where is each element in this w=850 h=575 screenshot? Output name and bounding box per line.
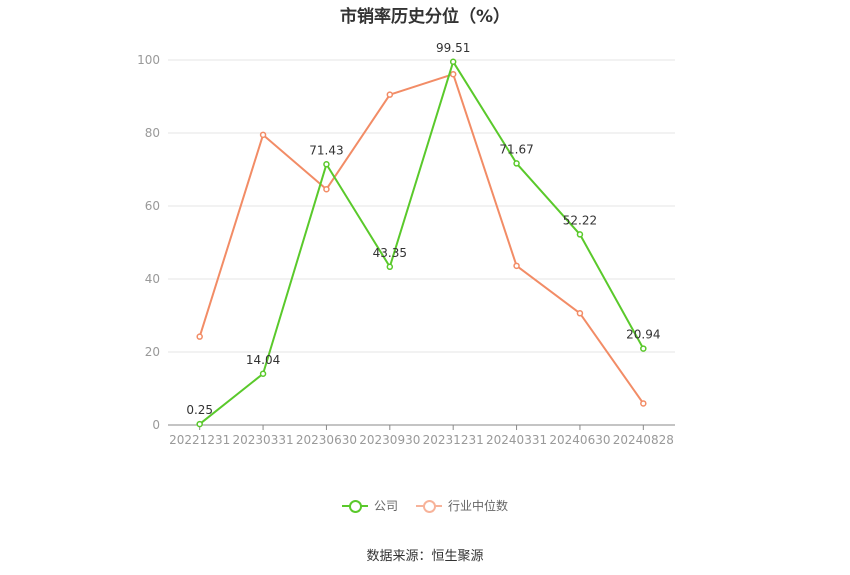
- chart-legend: 公司 行业中位数: [0, 497, 850, 514]
- y-tick-label: 80: [145, 126, 160, 140]
- data-point-series-1: [386, 91, 394, 98]
- y-tick-label: 0: [152, 418, 160, 432]
- y-tick-label: 60: [145, 199, 160, 213]
- data-label: 20.94: [626, 328, 660, 342]
- x-tick-label: 20230930: [359, 433, 420, 447]
- data-point-series-1: [449, 70, 457, 78]
- data-label: 71.67: [499, 142, 533, 156]
- data-point-series-0: [576, 231, 584, 238]
- data-point-series-1: [323, 185, 330, 193]
- data-point-series-1: [576, 310, 584, 317]
- legend-marker-industry-icon: [416, 499, 442, 513]
- data-label: 43.35: [373, 246, 407, 260]
- data-point-series-0: [259, 370, 267, 378]
- series-line-0: [199, 60, 645, 425]
- data-point-series-0: [323, 161, 330, 168]
- x-tick-label: 20240630: [549, 433, 610, 447]
- data-point-series-0: [640, 345, 647, 352]
- data-point-series-1: [640, 400, 647, 407]
- x-tick-label: 20221231: [169, 433, 230, 447]
- legend-marker-company-icon: [341, 499, 368, 513]
- x-tick-label: 20240331: [486, 433, 547, 447]
- chart-title: 市销率历史分位（%）: [339, 7, 511, 27]
- data-point-series-0: [386, 263, 394, 271]
- data-point-series-1: [259, 131, 267, 139]
- series-line-1: [198, 73, 645, 405]
- data-label: 14.04: [246, 353, 280, 367]
- legend-item-company[interactable]: 公司: [341, 497, 398, 514]
- x-tick-label: 20230630: [296, 433, 357, 447]
- legend-label-industry-median: 行业中位数: [448, 499, 509, 513]
- y-tick-label: 40: [145, 272, 160, 286]
- legend-label-company: 公司: [373, 499, 398, 513]
- data-source: 数据来源：恒生聚源: [366, 549, 484, 564]
- y-tick-label: 100: [137, 53, 160, 67]
- legend-item-industry-median[interactable]: 行业中位数: [416, 497, 508, 514]
- data-point-series-0: [513, 160, 520, 167]
- data-label: 52.22: [563, 213, 597, 227]
- x-tick-label: 20230331: [233, 433, 294, 447]
- data-point-series-1: [513, 262, 520, 270]
- x-tick-label: 20231231: [423, 433, 484, 447]
- data-point-series-1: [196, 333, 203, 340]
- data-point-series-0: [196, 420, 203, 428]
- data-point-series-0: [449, 58, 457, 66]
- x-tick-label: 20240828: [613, 433, 674, 447]
- data-label: 99.51: [436, 41, 470, 55]
- y-tick-label: 20: [145, 345, 160, 359]
- data-label: 71.43: [309, 143, 343, 157]
- data-label: 0.25: [186, 403, 213, 417]
